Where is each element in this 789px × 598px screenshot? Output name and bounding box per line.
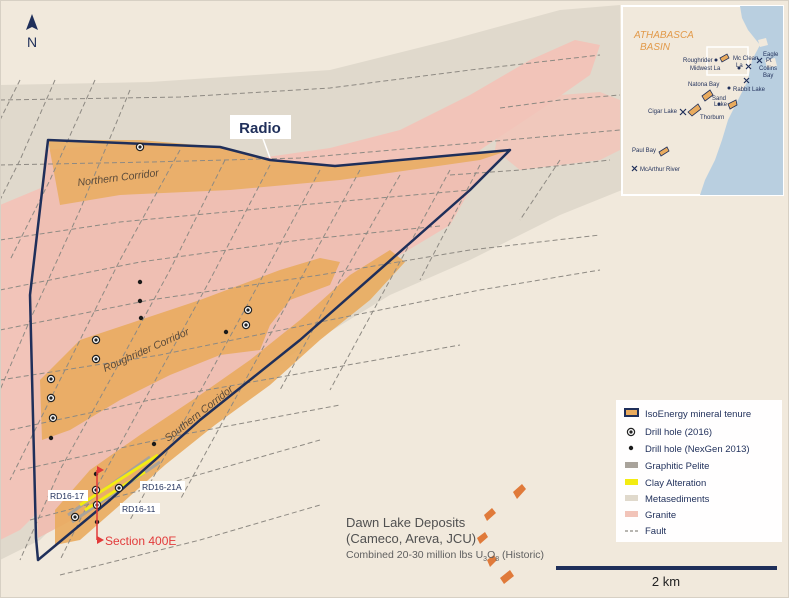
legend-background [616,400,782,542]
rd16-11-label-box [120,503,160,514]
inset-place-midwest: Midwest La [690,66,721,72]
inset-island-shapes [758,38,777,68]
inset-place-paul-bay: Paul Bay [632,148,656,154]
resource-sub2: 8 [495,556,499,563]
inset-study-area-box [706,46,749,76]
drill-hole-2016 [135,142,145,152]
drill-hole-2016 [114,483,124,493]
inset-basin-label-line1: ATHABASCA [633,30,694,41]
drill-hole-nexgen [137,298,143,304]
inset-place-mcclean-la: La [736,63,743,69]
dawn-lake-owners: (Cameco, Areva, JCU) [346,531,476,546]
legend-swatch-clay [625,479,638,485]
legend-label-fault: Fault [645,526,666,537]
inset-place-eagle: Eagle [763,52,779,58]
resource-prefix: Combined 20-30 million lbs U [346,549,483,561]
legend-label-metasediments: Metasediments [645,494,710,505]
legend-swatch-graphitic-pelite [625,462,638,468]
legend-swatch-tenure [624,408,639,417]
drill-hole-2016 [48,413,58,423]
legend-label-clay: Clay Alteration [645,478,706,489]
inset-locator-map: ATHABASCA BASIN Roughrider Mc Clean La E… [621,5,784,196]
drill-hole-2016 [70,512,80,522]
dawn-lake-resource: Combined 20-30 million lbs U3O8 (Histori… [346,549,544,563]
inset-place-mcclean: Mc Clean [733,56,758,62]
inset-place-eagle-pt: Pt [766,58,772,64]
legend-label-graphitic-pelite: Graphitic Pelite [645,461,709,472]
drill-hole-2016 [91,354,101,364]
drill-hole-nexgen [48,435,54,441]
inset-place-roughrider: Roughrider [683,58,713,64]
rd16-11-label: RD16-11 [122,504,156,514]
resource-sub1: 3 [483,556,487,563]
legend-label-drill-2016: Drill hole (2016) [645,427,712,438]
inset-place-natona-bay: Natona Bay [688,82,719,88]
inset-deposit-symbols [658,53,738,157]
drill-hole-nexgen [138,315,144,321]
rd16-17-label: RD16-17 [50,491,84,501]
inset-place-rabbit-lake: Rabbit Lake [733,87,766,93]
inset-place-thorburn: Thorburn [700,115,724,121]
drill-hole-nexgen [137,279,143,285]
legend-swatch-granite [625,511,638,517]
drill-hole-2016 [91,335,101,345]
radio-callout-line [261,135,271,159]
inset-town-dots [714,58,741,106]
drill-hole-nexgen [151,441,157,447]
legend-swatch-drill-2016 [626,427,636,437]
granite-body-east [495,92,620,170]
inset-place-sand: Sand [712,96,726,102]
inset-place-cigar-lake: Cigar Lake [648,109,678,115]
legend: IsoEnergy mineral tenure Drill hole (201… [616,400,782,542]
drill-holes-2016 [46,142,253,522]
dawn-lake-title: Dawn Lake Deposits [346,515,466,530]
radio-label-box [230,115,291,139]
inset-place-collins-bay: Bay [763,73,773,79]
legend-label-granite: Granite [645,510,676,521]
inset-place-collins: Collins [759,66,777,72]
inset-mine-symbols [631,57,763,172]
resource-mid: O [487,549,495,561]
drill-hole-2016 [243,305,253,315]
drill-hole-2016 [91,485,101,495]
dawn-lake-deposit-lenses [477,484,526,584]
legend-label-drill-nexgen: Drill hole (NexGen 2013) [645,444,750,455]
inset-water [700,6,783,195]
north-arrow [26,14,38,30]
rd16-17-label-box [48,490,88,501]
inset-basin-label-line2: BASIN [640,42,671,53]
northern-corridor-zone [48,140,510,205]
inset-place-sand-lake: Lake [714,102,728,108]
legend-swatch-drill-nexgen [628,445,634,451]
rd16-21a-label: RD16-21A [142,482,182,492]
inset-place-mcarthur-river: McArthur River [640,167,680,173]
drill-hole-2016 [46,393,56,403]
drill-hole-2016 [46,374,56,384]
rd16-21a-label-box [140,481,185,492]
legend-swatch-metasediments [625,495,638,501]
drill-hole-2016 [241,320,251,330]
drill-hole-nexgen [223,329,229,335]
section-400e-label: Section 400E [105,534,176,548]
north-arrow-label: N [27,34,37,50]
radio-property-label: Radio [239,120,281,137]
resource-suffix: (Historic) [499,549,544,561]
scale-bar-label: 2 km [652,574,680,589]
legend-label-tenure: IsoEnergy mineral tenure [645,409,751,420]
isoenergy-tenure-outline [28,138,512,562]
scale-bar [556,566,777,570]
section-400e-marker [96,466,104,544]
